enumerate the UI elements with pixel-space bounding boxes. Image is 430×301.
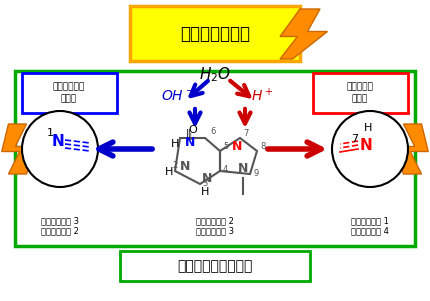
Text: N: N [359,138,372,154]
Text: 7: 7 [243,129,249,138]
Text: 2: 2 [172,161,177,170]
Text: 二重結合窒素 2: 二重結合窒素 2 [196,216,234,225]
Text: 1: 1 [187,133,192,142]
Text: ‖: ‖ [186,129,190,139]
Text: 核酸塩基の構造変化: 核酸塩基の構造変化 [177,259,253,273]
Text: 3: 3 [202,179,207,188]
Text: N: N [180,160,190,172]
Text: H: H [364,123,372,133]
Text: 塩基性水溶液
で再現: 塩基性水溶液 で再現 [53,82,85,104]
Circle shape [332,111,408,187]
Text: N: N [52,134,64,148]
Text: $H_2O$: $H_2O$ [199,66,231,84]
Text: 酸性水溶液
で再現: 酸性水溶液 で再現 [347,82,373,104]
Text: 二重結合窒素 1: 二重結合窒素 1 [351,216,389,225]
Text: 7: 7 [351,134,359,144]
Text: 5: 5 [223,142,228,151]
Text: $H^+$: $H^+$ [251,87,273,105]
Text: N: N [232,139,242,153]
Text: 一重結合窒素 4: 一重結合窒素 4 [351,226,389,235]
Text: 水の放射線分解: 水の放射線分解 [180,25,250,43]
Text: N: N [185,135,195,148]
Polygon shape [280,9,328,59]
Text: H: H [171,139,179,149]
FancyBboxPatch shape [22,73,117,113]
Text: 一重結合窒素 2: 一重結合窒素 2 [41,226,79,235]
Text: 8: 8 [260,142,265,151]
Text: 1: 1 [46,128,53,138]
Polygon shape [2,124,36,174]
Text: H: H [201,187,209,197]
Text: O: O [189,125,197,135]
FancyBboxPatch shape [313,73,408,113]
Polygon shape [394,124,428,174]
Text: 9: 9 [253,169,258,178]
Text: N: N [202,172,212,185]
Text: 4: 4 [223,165,228,174]
FancyBboxPatch shape [120,251,310,281]
Text: 二重結合窒素 3: 二重結合窒素 3 [41,216,79,225]
Text: 一重結合窒素 3: 一重結合窒素 3 [196,226,234,235]
Text: N: N [238,163,248,175]
Text: $OH^-$: $OH^-$ [161,89,195,103]
Circle shape [22,111,98,187]
Text: 6: 6 [210,127,215,136]
FancyBboxPatch shape [130,6,300,61]
FancyBboxPatch shape [15,71,415,246]
Text: H: H [165,167,173,177]
